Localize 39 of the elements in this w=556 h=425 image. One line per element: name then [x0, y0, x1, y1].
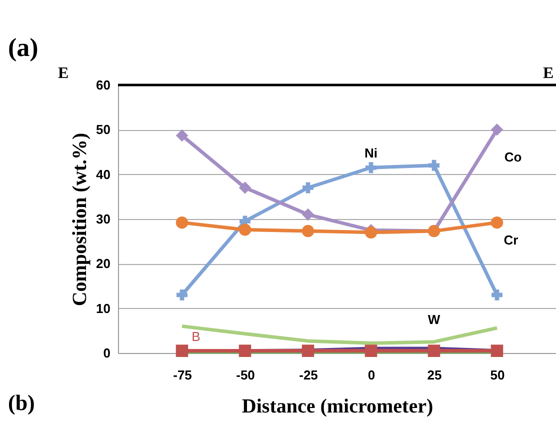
point [176, 129, 188, 142]
point [302, 208, 314, 221]
x-axis-title: Distance (micrometer) [242, 396, 434, 418]
y-tick-label: 50 [96, 122, 110, 138]
point [490, 216, 504, 229]
y-tick-label: 60 [96, 78, 110, 92]
series-label: Cr [504, 232, 518, 248]
series-label: W [428, 312, 441, 327]
series-label: Ni [364, 146, 378, 161]
text: (a) [8, 33, 38, 62]
point [176, 289, 188, 300]
point [238, 182, 252, 194]
point [428, 160, 440, 171]
y-axis-title: Composition (wt.%) [69, 132, 92, 306]
point [302, 224, 314, 238]
x-tick-label: -75 [173, 368, 192, 382]
point [492, 289, 502, 300]
point [238, 224, 252, 236]
text: E [58, 65, 69, 82]
x-tick-label: 25 [427, 368, 442, 382]
point [302, 182, 314, 194]
y-tick-label: 30 [96, 212, 110, 226]
point [364, 226, 378, 239]
point [490, 124, 504, 136]
text: (b) [8, 390, 35, 415]
x-tick-label: -25 [299, 368, 318, 382]
y-tick-label: 10 [96, 300, 110, 316]
point [366, 162, 376, 174]
series-label: Co [504, 150, 522, 165]
x-tick-label: 0 [368, 368, 376, 382]
x-tick-label: -50 [236, 368, 255, 382]
y-tick-label: 0 [103, 346, 110, 360]
series-label: B [192, 328, 200, 344]
y-tick-label: 20 [96, 256, 110, 272]
line-series [180, 324, 499, 345]
text: E [543, 65, 554, 82]
y-tick-label: 40 [96, 166, 110, 182]
x-tick-label: 50 [490, 368, 505, 382]
point [176, 216, 188, 229]
